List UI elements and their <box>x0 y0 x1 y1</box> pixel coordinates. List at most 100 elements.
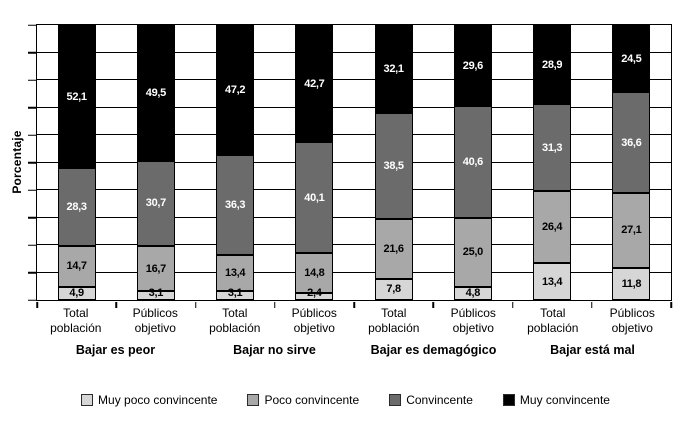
bar-value-label: 7,8 <box>386 283 401 296</box>
bar-segment: 11,8 <box>612 267 651 300</box>
legend-swatch <box>81 394 94 406</box>
bar-segment: 21,6 <box>374 219 413 279</box>
bar-slot: 47,2 36,3 13,4 3,1 <box>196 25 275 300</box>
bar-segment: 4,9 <box>57 286 96 300</box>
legend-item: Muy poco convincente <box>81 393 217 407</box>
bar-value-label: 29,6 <box>462 59 484 72</box>
bar-segment: 14,7 <box>57 246 96 287</box>
legend: Muy poco convincente Poco convincente Conv… <box>0 393 691 407</box>
bar-segment: 3,1 <box>216 287 255 300</box>
bar-value-label: 14,7 <box>66 260 88 273</box>
y-axis-tick <box>28 51 37 54</box>
bar: 52,1 28,3 14,7 4,9 <box>57 25 96 300</box>
bar-segment: 52,1 <box>57 25 96 169</box>
gridline <box>37 51 671 53</box>
bar-slot: 29,6 40,6 25,0 4,8 <box>433 25 512 300</box>
bar-slot: 42,7 40,1 14,8 2,4 <box>275 25 354 300</box>
category-label: Públicos objetivo <box>450 306 496 335</box>
bar: 28,9 31,3 26,4 13,4 <box>533 25 572 300</box>
bar-value-label: 47,2 <box>225 83 246 96</box>
bar-segment: 32,1 <box>374 25 413 114</box>
bar: 47,2 36,3 13,4 3,1 <box>216 25 255 300</box>
bar-slot: 28,9 31,3 26,4 13,4 <box>513 25 592 300</box>
bar-value-label: 28,3 <box>66 201 88 214</box>
x-axis-tick <box>194 302 197 308</box>
category-label: Total población <box>209 306 261 335</box>
y-axis-tick <box>28 244 37 246</box>
category-labels-row: Total población Públicos objetivo Total pobla… <box>36 306 672 336</box>
bar-segment: 24,5 <box>612 25 651 93</box>
bar-value-label: 30,7 <box>145 197 167 210</box>
group-label: Bajar es demagógico <box>370 343 497 357</box>
bar-segment: 49,5 <box>136 25 175 162</box>
bar-segment: 42,7 <box>295 25 334 143</box>
x-axis-tick <box>591 302 593 308</box>
bar-value-label: 26,4 <box>542 220 563 233</box>
legend-label: Poco convincente <box>264 393 360 407</box>
bar-value-label: 42,7 <box>304 77 325 90</box>
bar: 29,6 40,6 25,0 4,8 <box>453 25 492 300</box>
bar-value-label: 13,4 <box>225 267 246 280</box>
legend-label: Muy convincente <box>519 393 610 407</box>
gridline <box>37 161 671 163</box>
bar-value-label: 13,4 <box>542 275 563 288</box>
category-label: Total población <box>527 306 579 335</box>
group-label: Bajar es peor <box>75 343 156 357</box>
bar: 49,5 30,7 16,7 3,1 <box>136 25 175 300</box>
y-axis-tick <box>28 299 37 301</box>
bar-value-label: 52,1 <box>66 90 88 103</box>
x-axis-tick <box>115 302 117 308</box>
bar-segment: 27,1 <box>612 193 651 268</box>
bar-slot: 24,5 36,6 27,1 11,8 <box>592 25 671 300</box>
legend-swatch <box>502 394 515 406</box>
bar: 24,5 36,6 27,1 11,8 <box>612 25 651 300</box>
bar-value-label: 4,9 <box>69 286 84 299</box>
bar-value-label: 36,6 <box>621 136 642 149</box>
bar-segment: 40,1 <box>295 142 334 253</box>
category-label: Públicos objetivo <box>132 306 178 335</box>
x-axis-tick <box>36 302 38 308</box>
bar-segment: 28,3 <box>57 168 96 247</box>
x-axis-tick <box>353 302 355 308</box>
gridline <box>37 189 671 190</box>
bar-segment: 26,4 <box>533 190 572 264</box>
bar-segment: 16,7 <box>136 245 175 292</box>
bar-segment: 28,9 <box>533 25 572 105</box>
bar-value-label: 11,8 <box>621 277 642 290</box>
legend-item: Poco convincente <box>247 393 359 407</box>
x-axis-tick <box>274 302 276 308</box>
y-axis-tick <box>28 134 37 136</box>
legend-label: Convincente <box>406 393 473 407</box>
legend-label: Muy poco convincente <box>98 393 218 407</box>
bar: 42,7 40,1 14,8 2,4 <box>295 25 334 300</box>
y-axis-tick <box>28 216 37 219</box>
category-label: Total población <box>368 306 420 335</box>
bar-segment: 29,6 <box>453 25 492 107</box>
gridline <box>37 106 671 108</box>
y-axis-tick <box>28 271 37 274</box>
x-axis-tick <box>511 302 514 308</box>
bar-value-label: 2,4 <box>307 286 322 299</box>
bar-value-label: 16,7 <box>145 262 167 275</box>
group-labels-row: Bajar es peor Bajar no sirve Bajar es dema… <box>36 343 672 357</box>
group-label: Bajar no sirve <box>233 343 316 357</box>
bar-segment: 31,3 <box>533 104 572 191</box>
bar-segment: 25,0 <box>453 218 492 287</box>
bar-value-label: 14,8 <box>304 267 325 280</box>
y-axis-label: Porcentaje <box>10 130 24 194</box>
legend-item: Muy convincente <box>502 393 610 407</box>
y-axis-tick <box>28 24 37 26</box>
bar-slot: 49,5 30,7 16,7 3,1 <box>116 25 195 300</box>
bar-segment: 40,6 <box>453 106 492 219</box>
legend-swatch <box>247 394 260 406</box>
bar-value-label: 21,6 <box>383 242 405 255</box>
y-axis-tick <box>28 189 37 191</box>
bar-segment: 7,8 <box>374 278 413 300</box>
gridline <box>37 134 671 135</box>
gridline <box>37 216 671 218</box>
category-label: Públicos objetivo <box>291 306 337 335</box>
bar-segment: 30,7 <box>136 161 175 246</box>
plot-area: 52,1 28,3 14,7 4,9 49,5 30,7 16,7 3,1 47,2 36,3 13… <box>28 24 672 308</box>
bar-value-label: 27,1 <box>621 224 642 237</box>
bar-value-label: 31,3 <box>542 141 563 154</box>
